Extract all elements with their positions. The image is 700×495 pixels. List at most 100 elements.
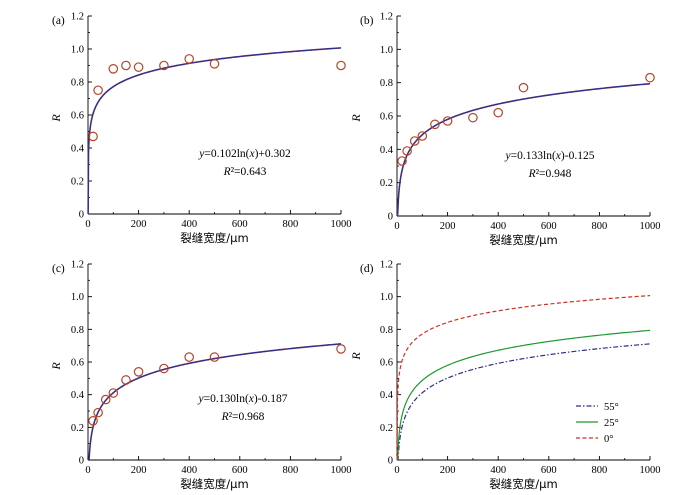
y-tick-label: 0.6 [380,112,393,123]
data-point [409,136,420,146]
x-tick-label: 400 [181,465,197,476]
x-axis-title: 裂缝宽度/μm [180,231,248,245]
y-tick-label: 0 [388,212,393,223]
x-axis-title: 裂缝宽度/μm [180,477,248,491]
data-point [93,85,103,96]
legend-label: 55° [604,402,619,413]
y-tick-label: 1.0 [71,45,84,56]
panel-label: (c) [52,263,65,275]
data-point [108,64,119,74]
x-tick-label: 600 [541,465,557,476]
data-point [336,344,346,354]
y-tick-label: 1.0 [71,292,84,303]
x-tick-label: 0 [85,465,90,476]
y-axis-title: R [349,114,363,123]
data-point [417,131,428,141]
data-point [93,407,103,418]
y-tick-label: 0.4 [71,144,85,155]
x-tick-label: 600 [541,221,557,232]
y-tick-label: 0 [388,456,393,467]
y-tick-label: 0.8 [71,325,84,336]
r-squared: R²=0.643 [223,166,267,178]
data-point [336,60,346,71]
data-point [442,116,453,126]
y-tick-label: 1.2 [380,12,393,23]
data-point [133,62,144,72]
series-line [396,329,651,461]
fit-equation: y=0.102ln(x)+0.302 [198,148,291,160]
chart-panel-b: 0 200 400 600 800 1000 0 0.2 0.4 0.6 0.8 1.0 1.2 裂缝宽度… [349,12,661,248]
data-point [184,54,194,64]
legend-label: 0° [604,434,613,445]
x-tick-label: 400 [490,221,506,232]
data-point [100,394,111,405]
x-tick-label: 200 [440,465,456,476]
x-tick-label: 1000 [640,221,661,232]
y-tick-label: 0.6 [71,358,84,369]
data-point [159,60,169,71]
y-tick-label: 0.6 [380,358,393,369]
data-point [88,131,98,142]
x-axis-title: 裂缝宽度/μm [489,477,557,491]
x-tick-label: 800 [283,219,299,230]
y-tick-label: 1.0 [380,45,393,56]
x-tick-label: 200 [440,221,456,232]
y-tick-label: 0.8 [380,325,393,336]
r-squared: R²=0.968 [221,411,265,423]
y-axis-title: R [49,362,63,371]
x-tick-label: 600 [232,219,248,230]
y-tick-label: 0.4 [380,390,394,401]
y-tick-label: 1.2 [71,260,84,271]
x-tick-label: 1000 [640,465,661,476]
series-line [396,294,651,461]
x-tick-label: 400 [490,465,506,476]
data-point [402,146,412,156]
data-point [209,59,220,69]
y-tick-label: 0.8 [71,78,84,89]
y-tick-label: 1.2 [380,260,393,271]
x-tick-label: 0 [394,221,399,232]
data-point [645,72,655,83]
x-tick-label: 800 [283,465,299,476]
data-point [209,352,220,362]
y-tick-label: 0.2 [380,423,393,434]
y-tick-label: 0 [79,210,84,221]
y-axis-title: R [49,114,63,123]
chart-panel-d: 0 200 400 600 800 1000 0 0.2 0.4 0.6 0.8 1.0 1.2 裂缝宽度… [349,260,661,492]
chart-panel-a: 0 200 400 600 800 1000 0 0.2 0.4 0.6 0.8 1.0 1.2 裂缝宽度… [49,12,352,246]
legend-label: 25° [604,418,619,429]
x-tick-label: 1000 [331,219,352,230]
data-point [468,112,478,123]
fit-equation: y=0.133ln(x)-0.125 [505,150,595,162]
fit-equation: y=0.130ln(x)-0.187 [198,393,288,405]
data-point [121,60,131,71]
panel-label: (b) [360,15,374,27]
panel-label: (a) [52,15,65,27]
data-point [159,363,169,374]
y-tick-label: 1.2 [71,12,84,23]
data-point [184,352,194,362]
r-squared: R²=0.948 [528,168,572,180]
x-axis-title: 裂缝宽度/μm [489,233,557,247]
panel-label: (d) [360,263,374,275]
x-tick-label: 0 [85,219,90,230]
y-axis-title: R [349,352,363,361]
data-point [518,82,529,93]
x-tick-label: 400 [181,219,197,230]
x-tick-label: 800 [592,221,608,232]
data-point [121,375,131,385]
y-tick-label: 0.2 [71,177,84,188]
data-point [108,388,119,398]
y-tick-label: 0.2 [71,423,84,434]
y-tick-label: 0.4 [380,145,394,156]
y-tick-label: 0 [79,456,84,467]
y-tick-label: 0.6 [71,111,84,122]
data-point [88,415,98,426]
y-tick-label: 0.4 [71,390,85,401]
data-point [133,366,144,377]
x-tick-label: 200 [131,219,147,230]
series-line [397,343,651,461]
y-tick-label: 0.2 [380,178,393,189]
